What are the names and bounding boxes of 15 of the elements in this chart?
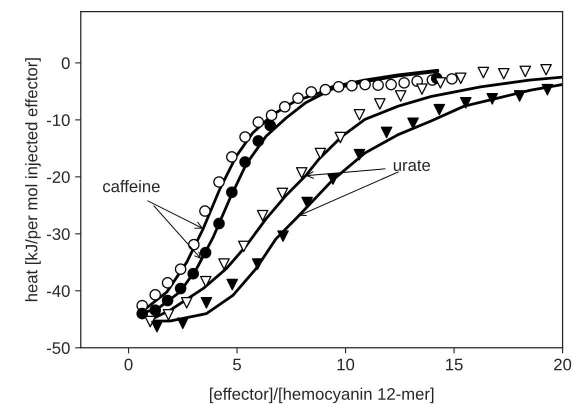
y-tick-label: 0 <box>62 57 70 70</box>
x-tick-label: 15 <box>446 358 463 370</box>
y-tick-label: -50 <box>47 342 70 354</box>
x-tick-label: 0 <box>124 358 133 370</box>
annotation: urate <box>394 160 430 172</box>
x-tick-label: 5 <box>233 358 241 370</box>
y-tick-label: -10 <box>47 114 70 126</box>
x-tick-label: 10 <box>338 358 354 370</box>
y-tick-label: -40 <box>47 285 70 297</box>
y-tick-label: -20 <box>47 171 70 184</box>
annotation: caffeine <box>103 180 160 192</box>
x-axis-title: [effector]/[hemocyanin 12-mer] <box>210 388 434 404</box>
y-tick-label: -30 <box>47 228 70 240</box>
x-tick-label: 20 <box>554 358 572 370</box>
y-axis-title: heat [kJ/per mol injected effector] <box>25 58 41 302</box>
